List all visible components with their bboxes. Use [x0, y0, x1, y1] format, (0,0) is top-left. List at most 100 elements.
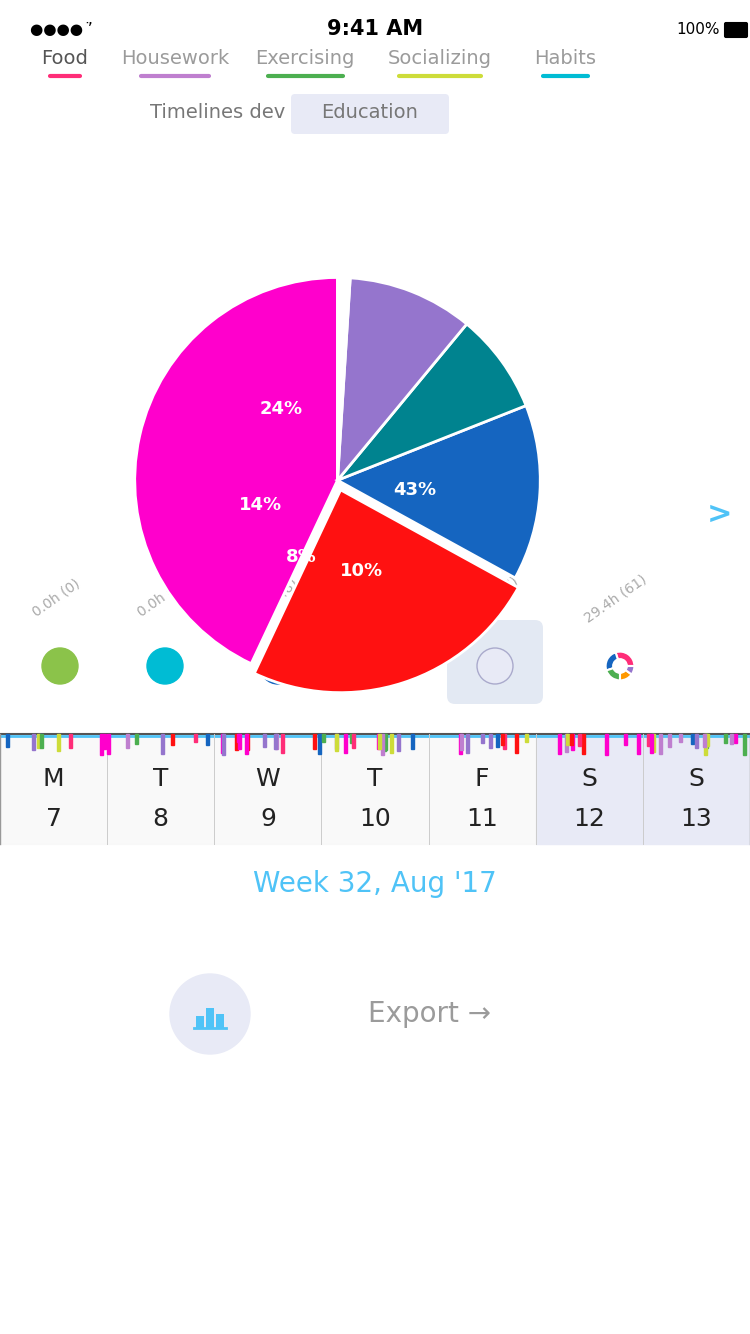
Text: ●●●● ʼ̈: ●●●● ʼ̈	[30, 21, 93, 36]
Text: 9: 9	[260, 807, 276, 831]
Bar	[397, 734, 400, 751]
Wedge shape	[338, 324, 526, 480]
Bar	[706, 734, 709, 746]
Bar	[705, 734, 708, 748]
Bar	[69, 734, 72, 748]
Bar	[206, 734, 209, 744]
Bar	[274, 734, 277, 748]
Bar	[668, 734, 671, 747]
Bar	[206, 1009, 214, 1029]
Bar	[578, 734, 581, 746]
Bar	[650, 734, 653, 752]
Text: 4.1h (5): 4.1h (5)	[356, 576, 410, 620]
Bar	[0, 734, 536, 844]
Bar	[695, 734, 698, 748]
Bar	[489, 734, 492, 748]
Bar	[235, 734, 238, 750]
Bar	[281, 734, 284, 752]
Bar	[703, 734, 706, 747]
Bar	[222, 734, 225, 755]
Bar	[378, 734, 381, 748]
Wedge shape	[338, 406, 540, 578]
Bar	[724, 734, 727, 743]
Bar	[743, 734, 746, 755]
Bar	[37, 734, 40, 748]
Bar	[126, 734, 129, 748]
Bar	[384, 734, 387, 750]
Text: 11: 11	[466, 807, 498, 831]
Text: 0.0h (0): 0.0h (0)	[134, 576, 188, 620]
Circle shape	[260, 648, 296, 684]
Bar	[6, 734, 9, 747]
Bar	[570, 734, 573, 744]
Bar	[460, 734, 463, 750]
Text: S: S	[688, 767, 704, 791]
Bar	[605, 734, 608, 755]
Text: M: M	[43, 767, 64, 791]
Wedge shape	[135, 277, 338, 664]
Text: 10%: 10%	[340, 563, 383, 580]
Bar	[582, 734, 585, 754]
Bar	[344, 734, 347, 752]
Circle shape	[477, 648, 513, 684]
Bar	[352, 734, 355, 748]
Text: 2.4h (8): 2.4h (8)	[248, 576, 301, 620]
Bar	[501, 734, 504, 744]
Bar	[57, 734, 60, 751]
Bar	[536, 734, 750, 844]
Bar	[647, 734, 650, 746]
Bar	[566, 734, 569, 744]
FancyBboxPatch shape	[447, 620, 543, 704]
Circle shape	[42, 648, 78, 684]
Bar	[322, 734, 325, 742]
Bar	[659, 734, 662, 754]
Bar	[194, 734, 197, 742]
Bar	[275, 734, 278, 748]
Bar	[245, 734, 248, 754]
Bar	[730, 734, 733, 744]
Text: >: >	[707, 499, 733, 528]
Wedge shape	[606, 666, 620, 680]
Bar	[161, 734, 164, 754]
Bar	[651, 734, 654, 750]
Text: 7.1h (17): 7.1h (17)	[461, 574, 521, 622]
Text: F: F	[475, 767, 490, 791]
Text: Exercising: Exercising	[255, 49, 355, 68]
Text: Habits: Habits	[534, 49, 596, 68]
Bar	[318, 734, 321, 754]
Text: T: T	[153, 767, 169, 791]
Text: 10: 10	[359, 807, 391, 831]
Bar	[32, 734, 35, 750]
Circle shape	[613, 659, 627, 674]
Bar	[238, 734, 241, 748]
Bar	[246, 734, 249, 750]
Wedge shape	[605, 652, 620, 671]
Bar	[525, 734, 528, 742]
Bar	[481, 734, 484, 743]
Text: Week 32, Aug '17: Week 32, Aug '17	[253, 870, 496, 898]
Text: Timelines dev: Timelines dev	[150, 103, 286, 121]
Bar	[335, 734, 338, 748]
Bar	[496, 734, 499, 747]
Bar	[515, 734, 518, 752]
Text: 12: 12	[573, 807, 605, 831]
Text: Socializing: Socializing	[388, 49, 492, 68]
Wedge shape	[616, 651, 634, 666]
Text: 24%: 24%	[260, 400, 302, 419]
Bar	[459, 734, 462, 754]
Bar	[350, 734, 353, 743]
Bar	[411, 734, 414, 748]
Bar	[503, 734, 506, 748]
FancyBboxPatch shape	[725, 23, 747, 37]
Bar	[383, 734, 386, 751]
Wedge shape	[254, 490, 518, 692]
Bar	[637, 734, 640, 754]
FancyBboxPatch shape	[291, 93, 449, 133]
Bar	[107, 734, 110, 754]
Bar	[679, 734, 682, 742]
Text: 29.4h (61): 29.4h (61)	[582, 572, 650, 624]
Bar	[335, 734, 338, 751]
Bar	[263, 734, 266, 747]
Text: T: T	[368, 767, 382, 791]
Bar	[571, 734, 574, 750]
